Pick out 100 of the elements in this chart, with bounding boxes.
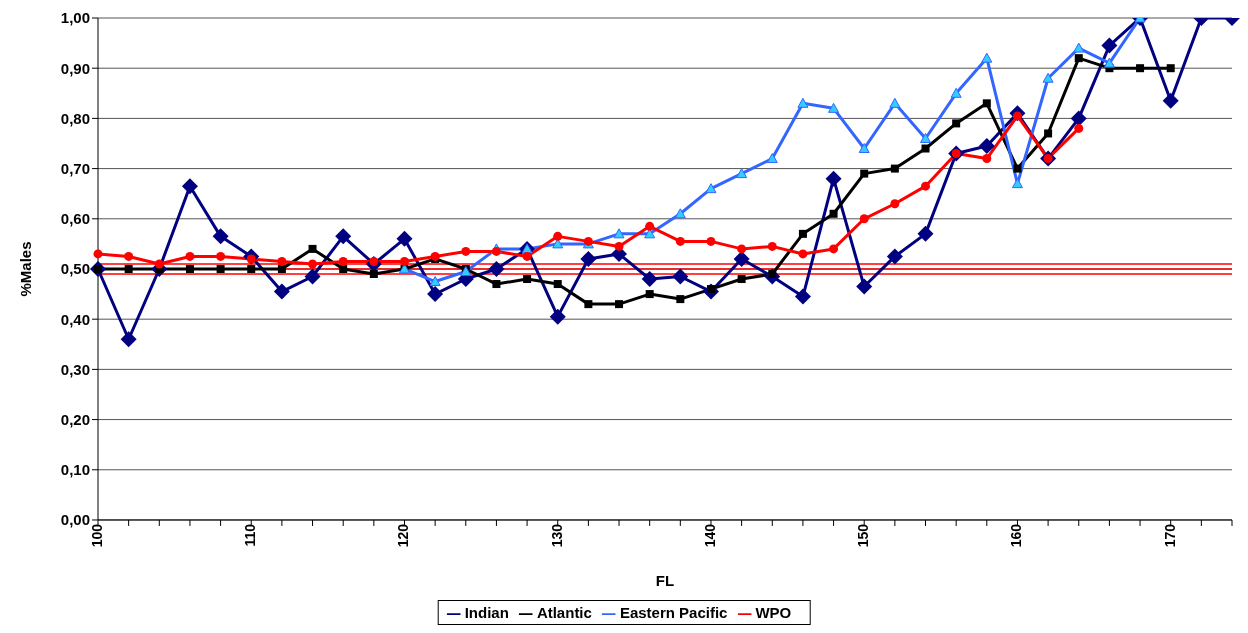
legend-label: WPO [755, 603, 792, 621]
point [1162, 92, 1179, 109]
point [829, 244, 839, 254]
point [549, 308, 566, 325]
point [1166, 64, 1175, 73]
point [523, 275, 532, 284]
point [580, 250, 597, 267]
point [889, 97, 901, 108]
x-tick-label: 140 [701, 523, 718, 548]
point [641, 271, 658, 288]
point [890, 164, 899, 173]
point [825, 170, 842, 187]
point [522, 251, 532, 261]
point [706, 236, 716, 246]
point [335, 228, 352, 245]
point [797, 97, 809, 108]
legend-label: Eastern Pacific [619, 603, 728, 621]
y-tick-label: 0,60 [60, 210, 90, 228]
point [1073, 42, 1085, 53]
point [216, 251, 226, 261]
x-axis-title: FL [655, 571, 675, 589]
point [886, 248, 903, 265]
point [798, 229, 807, 238]
point [461, 246, 471, 256]
y-tick-label: 1,00 [60, 9, 90, 27]
point [1042, 72, 1054, 83]
point [613, 228, 625, 239]
point [185, 264, 194, 273]
point [1074, 54, 1083, 63]
point [492, 280, 501, 289]
point [488, 260, 505, 277]
point [338, 256, 348, 266]
point [273, 283, 290, 300]
legend-label: Indian [464, 603, 509, 621]
point [676, 295, 685, 304]
point [369, 270, 378, 278]
point [308, 259, 318, 269]
point [124, 264, 133, 273]
point [794, 288, 811, 305]
point [396, 230, 413, 247]
point [645, 290, 654, 299]
point [584, 300, 593, 309]
point [429, 276, 441, 287]
y-tick-label: 0,10 [60, 461, 90, 479]
point [982, 99, 991, 108]
point [828, 102, 840, 113]
point [1074, 123, 1084, 133]
point [860, 169, 869, 178]
point [399, 256, 409, 266]
y-tick-label: 0,20 [60, 410, 90, 428]
point [674, 208, 686, 219]
y-tick-label: 0,50 [60, 260, 90, 278]
point [829, 209, 838, 218]
point [277, 256, 287, 266]
point [1011, 178, 1023, 189]
point [921, 181, 931, 191]
point [553, 280, 562, 289]
point [737, 244, 747, 254]
point [93, 249, 103, 259]
point [766, 153, 778, 164]
point [1103, 57, 1115, 68]
point [921, 144, 930, 153]
point [181, 178, 198, 195]
point [304, 268, 321, 285]
x-tick-label: 120 [395, 523, 412, 548]
point [154, 259, 164, 269]
point [917, 225, 934, 242]
point [733, 250, 750, 267]
point [890, 199, 900, 209]
point [672, 268, 689, 285]
y-tick-label: 0,40 [60, 310, 90, 328]
y-tick-label: 0,80 [60, 109, 90, 127]
x-tick-label: 110 [242, 523, 259, 547]
point [798, 249, 808, 259]
point [1013, 164, 1022, 173]
point [859, 214, 869, 224]
point [705, 183, 717, 194]
point [185, 251, 195, 261]
point [950, 87, 962, 98]
point [645, 221, 655, 231]
y-tick-label: 0,00 [60, 511, 90, 529]
point [920, 132, 932, 143]
point [736, 168, 748, 179]
point [981, 52, 993, 63]
x-tick-label: 150 [855, 523, 872, 548]
y-tick-label: 0,90 [60, 59, 90, 77]
point [1044, 129, 1053, 138]
x-tick-label: 170 [1161, 523, 1178, 548]
x-tick-label: 130 [548, 523, 565, 548]
y-tick-label: 0,70 [60, 159, 90, 177]
point [339, 264, 348, 273]
point [858, 143, 870, 154]
point [614, 241, 624, 251]
point [856, 278, 873, 295]
point [1101, 37, 1118, 54]
point [277, 264, 286, 273]
point [978, 138, 995, 154]
point [247, 264, 256, 273]
x-tick-label: 160 [1008, 523, 1025, 548]
x-tick-label: 100 [88, 523, 105, 548]
